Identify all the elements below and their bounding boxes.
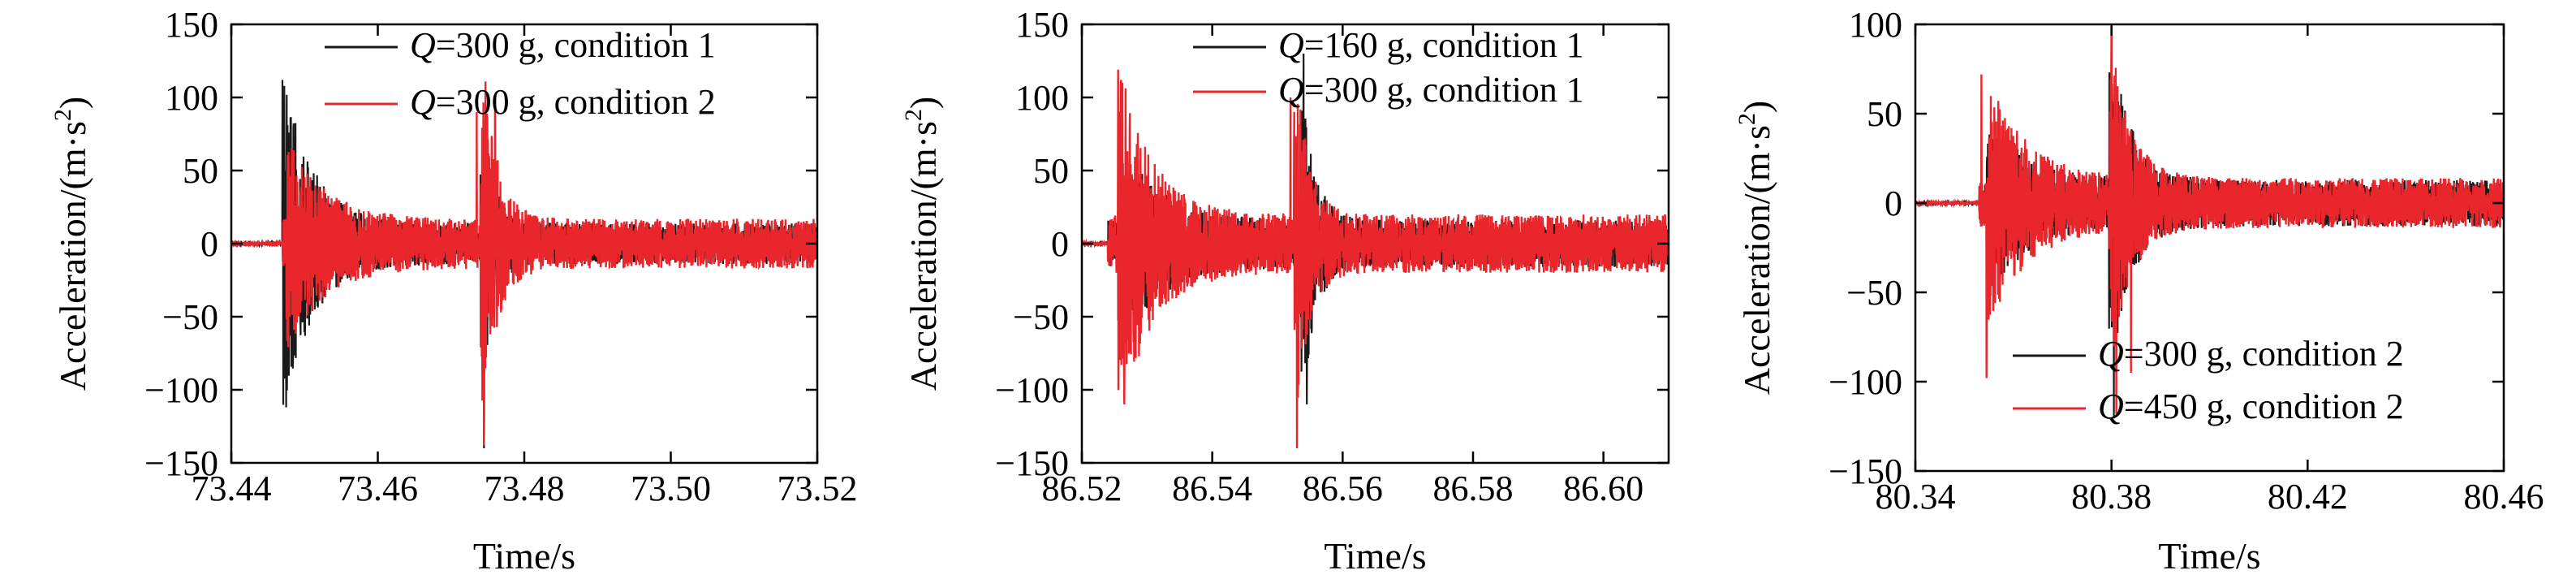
y-tick-label: −150 bbox=[144, 443, 218, 483]
series-line-2 bbox=[1082, 69, 1669, 449]
legend-label-1: Q=300 g, condition 1 bbox=[410, 25, 716, 65]
x-tick-label: 86.52 bbox=[1042, 469, 1122, 508]
x-tick-label: 73.44 bbox=[192, 469, 272, 508]
chart-1: 73.44 73.46 73.48 73.50 73.52 −150 −100 −50 0 50 1… bbox=[50, 5, 858, 577]
y-tick-label: −100 bbox=[144, 370, 218, 410]
x-axis-title: Time/s bbox=[2158, 535, 2260, 575]
x-axis-title: Time/s bbox=[1324, 535, 1426, 575]
y-tick-label: 50 bbox=[183, 151, 218, 191]
y-tick-label: −100 bbox=[995, 370, 1069, 410]
y-tick-label: 0 bbox=[1051, 224, 1069, 264]
x-tick-label: 73.52 bbox=[778, 469, 858, 508]
y-tick-label: −50 bbox=[1013, 297, 1069, 337]
legend-label-2: Q=300 g, condition 1 bbox=[1278, 70, 1584, 110]
plot-frame bbox=[1914, 23, 2505, 473]
y-tick-label: −100 bbox=[1829, 362, 1902, 402]
x-axis-title: Time/s bbox=[473, 535, 575, 575]
y-tick-label: −50 bbox=[162, 297, 218, 337]
x-tick-label: 80.46 bbox=[2464, 477, 2544, 516]
x-tick-label: 80.38 bbox=[2071, 477, 2152, 516]
series-line-2 bbox=[1915, 24, 2504, 414]
chart-2: 86.52 86.54 86.56 86.58 86.60 −150 −100 −50 0 50 1… bbox=[900, 5, 1670, 577]
series-line-2 bbox=[231, 81, 817, 446]
y-tick-label: 50 bbox=[1033, 151, 1069, 191]
x-tick-label: 86.56 bbox=[1303, 469, 1383, 508]
y-tick-label: −150 bbox=[995, 443, 1069, 483]
x-tick-label: 73.50 bbox=[631, 469, 711, 508]
y-tick-label: 0 bbox=[200, 224, 218, 264]
legend-label-1: Q=160 g, condition 1 bbox=[1278, 25, 1584, 65]
legend-label-2: Q=300 g, condition 2 bbox=[410, 82, 716, 122]
y-tick-label: 150 bbox=[165, 5, 218, 45]
y-tick-label: −150 bbox=[1829, 452, 1902, 491]
x-tick-label: 86.58 bbox=[1433, 469, 1514, 508]
x-tick-label: 86.54 bbox=[1172, 469, 1252, 508]
x-tick-label: 73.48 bbox=[485, 469, 565, 508]
chart-3: 80.34 80.38 80.42 80.46 −150 −100 −50 0 50 100 Tim… bbox=[1734, 5, 2544, 577]
y-tick-label: 100 bbox=[165, 78, 218, 118]
y-axis-title: Acceleration/(m·s2) bbox=[1734, 101, 1777, 395]
x-tick-label: 73.46 bbox=[338, 469, 418, 508]
y-tick-label: 100 bbox=[1015, 78, 1069, 118]
y-tick-label: 150 bbox=[1015, 5, 1069, 45]
y-tick-label: −50 bbox=[1846, 273, 1902, 313]
y-axis-title: Acceleration/(m·s2) bbox=[50, 97, 93, 391]
y-tick-label: 100 bbox=[1849, 5, 1902, 45]
x-tick-label: 80.42 bbox=[2268, 477, 2348, 516]
legend-label-1: Q=300 g, condition 2 bbox=[2098, 334, 2404, 374]
legend-label-2: Q=450 g, condition 2 bbox=[2098, 387, 2404, 426]
y-axis-title: Acceleration/(m·s2) bbox=[900, 97, 944, 391]
x-tick-label: 86.60 bbox=[1563, 469, 1643, 508]
x-tick-label: 80.34 bbox=[1876, 477, 1956, 516]
y-tick-label: 50 bbox=[1867, 94, 1902, 134]
y-tick-label: 0 bbox=[1885, 184, 1902, 223]
